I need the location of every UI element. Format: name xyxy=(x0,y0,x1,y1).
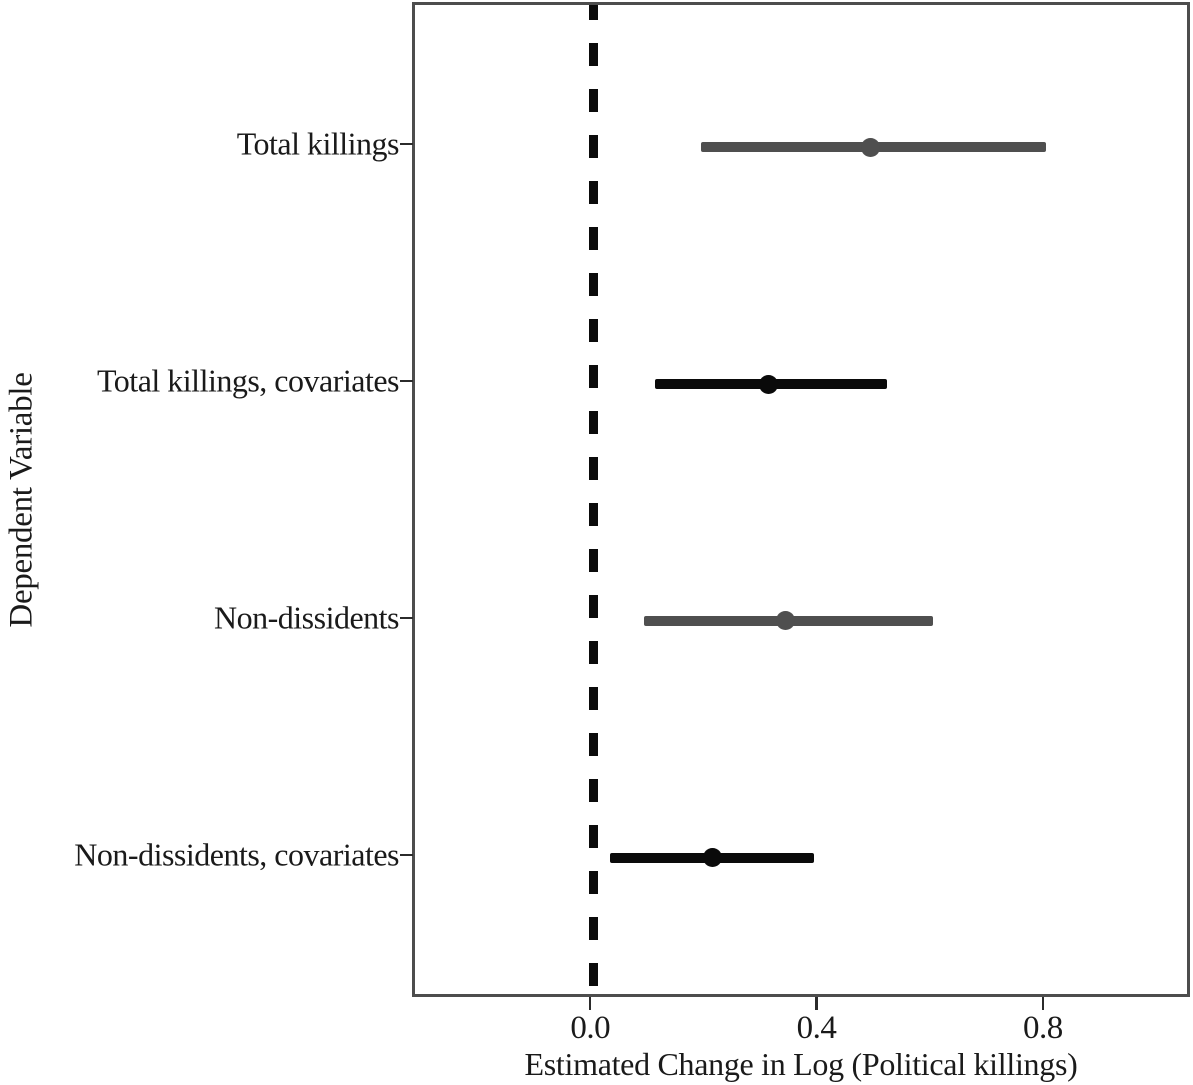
y-category-label: Total killings, covariates xyxy=(96,362,400,399)
x-axis-tick xyxy=(588,997,592,1010)
x-axis-tick xyxy=(815,997,818,1010)
plot-panel xyxy=(412,2,1190,997)
y-category-label: Non-dissidents, covariates xyxy=(74,836,399,873)
point-estimate xyxy=(702,848,722,868)
x-tick-label: 0.8 xyxy=(1023,1010,1063,1046)
y-axis-title: Dependent Variable xyxy=(3,372,40,628)
point-estimate xyxy=(759,374,779,394)
zero-reference-dashed-line xyxy=(588,5,598,994)
y-category-label: Non-dissidents xyxy=(214,599,400,636)
y-axis-tick xyxy=(400,616,413,620)
point-estimate xyxy=(776,611,796,631)
y-axis-tick xyxy=(400,142,413,146)
y-axis-tick xyxy=(400,853,413,857)
y-axis-tick xyxy=(400,379,413,383)
x-axis-title: Estimated Change in Log (Political killi… xyxy=(524,1046,1078,1082)
x-tick-label: 0.4 xyxy=(796,1010,837,1046)
x-axis-tick xyxy=(1041,997,1045,1010)
y-category-label: Total killings xyxy=(236,125,400,162)
x-tick-label: 0.0 xyxy=(570,1010,611,1046)
point-estimate xyxy=(860,137,880,157)
